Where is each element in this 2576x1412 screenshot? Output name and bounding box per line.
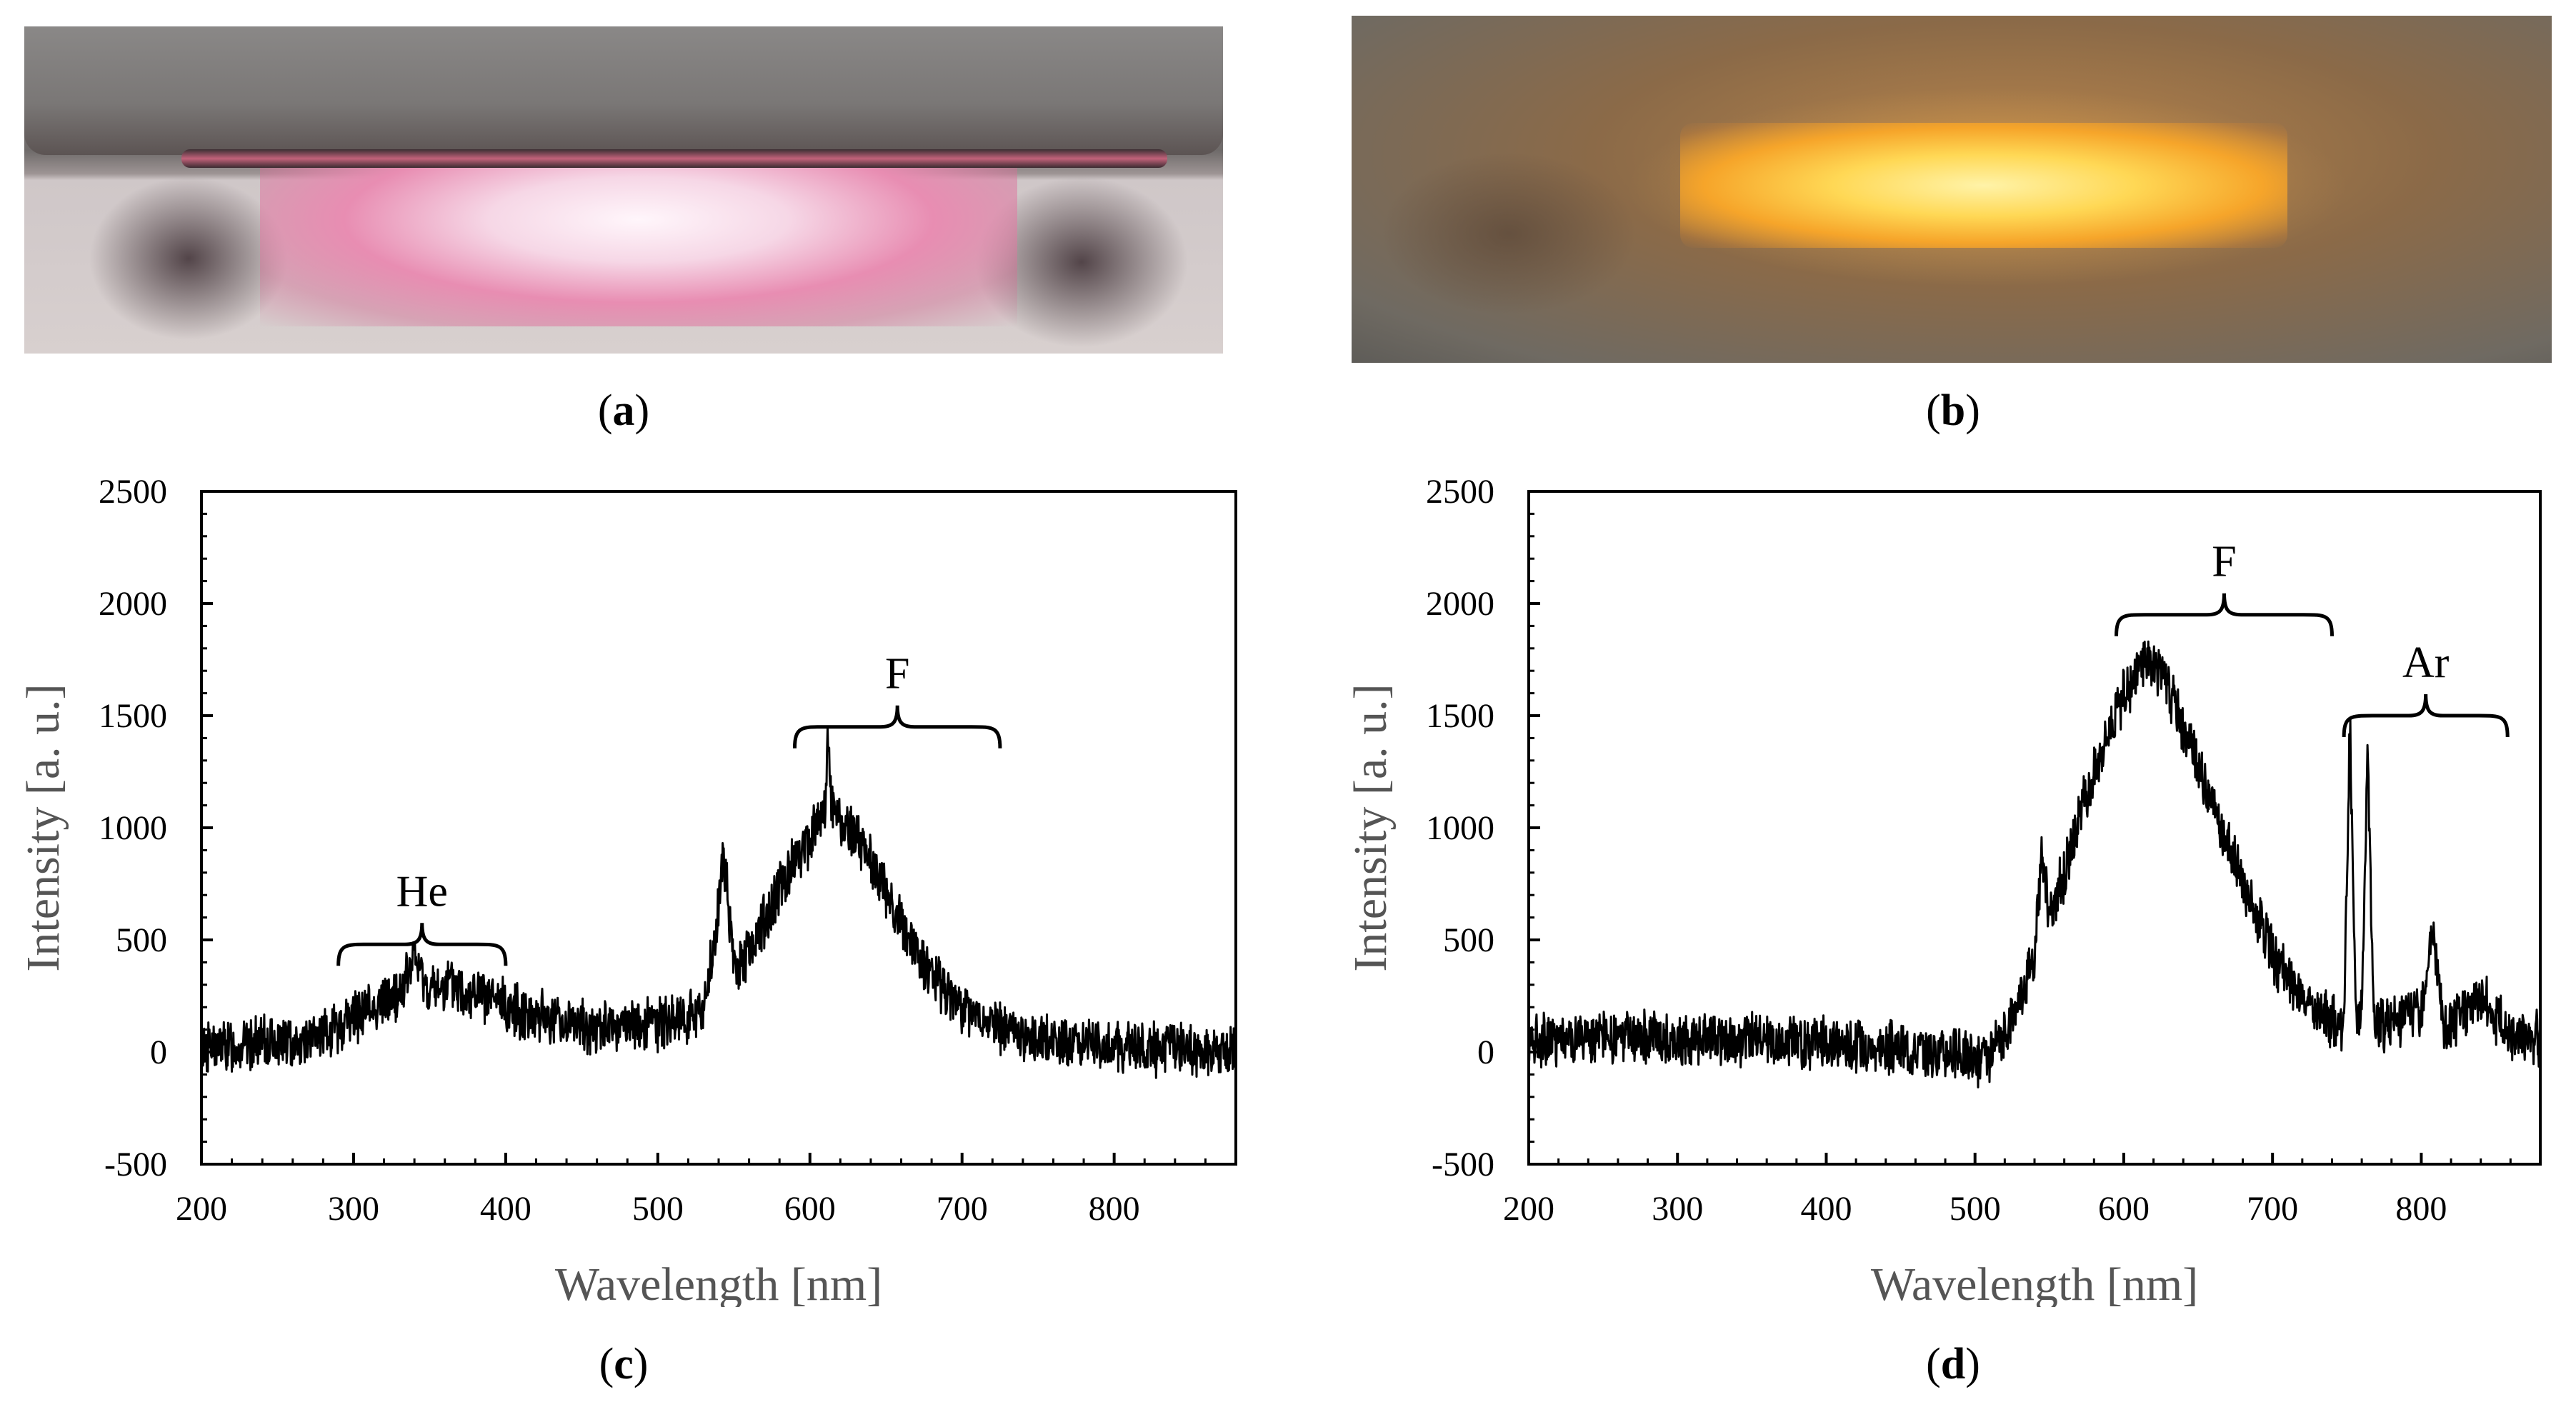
- y-tick-label: 1000: [99, 809, 167, 847]
- x-tick-label: 300: [328, 1190, 379, 1228]
- x-tick-label: 400: [480, 1190, 531, 1228]
- y-axis-title: Intensity [a. u.]: [1344, 684, 1397, 971]
- annotation-bracket: [2342, 694, 2510, 738]
- x-tick-label: 300: [1652, 1190, 1703, 1228]
- x-axis-title: Wavelength [nm]: [1871, 1258, 2198, 1307]
- y-tick-label: 1500: [1426, 697, 1494, 735]
- annotation-label: He: [396, 867, 448, 916]
- y-tick-label: 1500: [99, 697, 167, 735]
- plot-frame: [1527, 490, 2542, 1166]
- annotation-label: Ar: [2402, 639, 2450, 687]
- y-tick-label: 2500: [99, 473, 167, 511]
- annotation-bracket: [336, 923, 508, 966]
- x-tick-label: 700: [2247, 1190, 2298, 1228]
- panel-label-b: (b): [1926, 386, 1980, 435]
- panel-label-a: (a): [597, 386, 650, 435]
- x-tick-label: 200: [1503, 1190, 1554, 1228]
- chart-d: -500 0 500 1000 1500 2000 2500 200 300 400 500 600 7…: [1344, 473, 2542, 1307]
- pink-glow: [260, 162, 1017, 326]
- x-tick-label: 700: [937, 1190, 988, 1228]
- electrode-rod: [181, 149, 1167, 168]
- chart-c: -500 0 500 1000 1500 2000 2500 200 300 400 500 600 7…: [17, 473, 1237, 1307]
- annotation-bracket: [792, 705, 1002, 748]
- y-tick-label: 2000: [99, 585, 167, 623]
- y-tick-label: 1000: [1426, 809, 1494, 847]
- photo-orange-plasma-discharge: [1352, 16, 2552, 363]
- y-axis-title: Intensity [a. u.]: [17, 684, 69, 971]
- x-tick-label: 200: [176, 1190, 227, 1228]
- annotation-label: F: [885, 650, 909, 699]
- annotation-label: F: [2212, 538, 2236, 586]
- x-tick-label: 500: [632, 1190, 684, 1228]
- x-tick-label: 400: [1800, 1190, 1852, 1228]
- y-tick-label: -500: [1432, 1146, 1494, 1183]
- x-axis-title: Wavelength [nm]: [555, 1258, 882, 1307]
- panel-label-c: (c): [599, 1340, 649, 1388]
- y-tick-label: 0: [150, 1033, 167, 1071]
- spectrum-line: [200, 727, 1237, 1079]
- electrode-housing: [24, 26, 1223, 155]
- x-tick-label: 600: [784, 1190, 836, 1228]
- y-tick-label: -500: [104, 1146, 167, 1183]
- x-tick-label: 600: [2098, 1190, 2150, 1228]
- annotation-bracket: [2115, 593, 2334, 636]
- orange-glow: [1680, 123, 2287, 248]
- y-tick-label: 500: [116, 921, 167, 959]
- y-tick-label: 500: [1443, 921, 1494, 959]
- y-tick-label: 2500: [1426, 473, 1494, 511]
- dark-deposit-left: [89, 176, 289, 341]
- dark-deposit: [1380, 151, 1637, 316]
- y-tick-label: 0: [1477, 1033, 1494, 1071]
- x-tick-label: 500: [1950, 1190, 2001, 1228]
- photo-pink-plasma-discharge: [24, 26, 1223, 354]
- x-tick-label: 800: [1089, 1190, 1140, 1228]
- spectrum-line: [1527, 640, 2541, 1088]
- x-tick-label: 800: [2395, 1190, 2447, 1228]
- y-tick-label: 2000: [1426, 585, 1494, 623]
- panel-label-d: (d): [1926, 1340, 1980, 1388]
